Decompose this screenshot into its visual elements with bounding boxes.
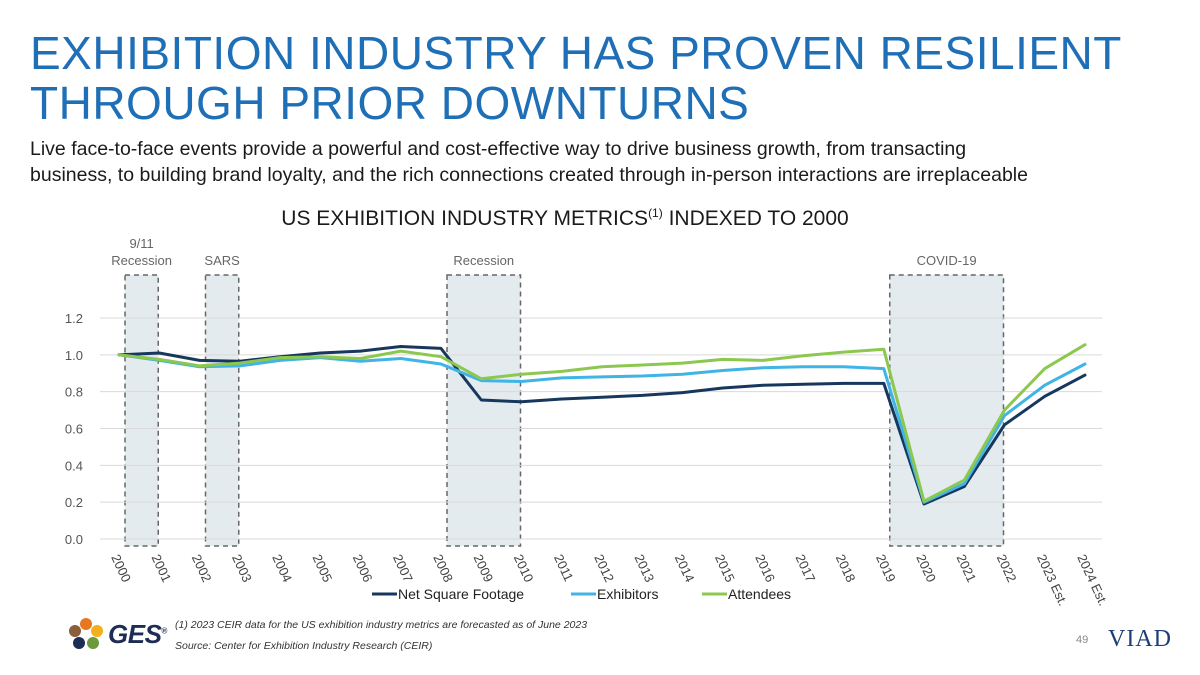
- subtitle-line-1: Live face-to-face events provide a power…: [30, 138, 967, 160]
- y-tick-label: 0.6: [65, 422, 83, 437]
- ges-logo: GES®: [66, 616, 167, 652]
- x-tick-label: 2016: [752, 552, 778, 585]
- shaded-period-2: [446, 274, 522, 547]
- y-tick-label: 0.4: [65, 458, 83, 473]
- title-line-2: THROUGH PRIOR DOWNTURNS: [30, 77, 750, 129]
- shaded-period-3: [889, 274, 1005, 547]
- x-tick-label: 2020: [913, 552, 939, 585]
- chart-title-main: US EXHIBITION INDUSTRY METRICS: [281, 207, 649, 230]
- y-tick-label: 1.0: [65, 348, 83, 363]
- footnote: (1) 2023 CEIR data for the US exhibition…: [175, 619, 588, 631]
- x-tick-label: 2010: [511, 552, 537, 585]
- x-tick-label: 2004: [269, 552, 295, 585]
- source-note: Source: Center for Exhibition Industry R…: [175, 640, 433, 652]
- x-tick-label: 2024 Est.: [1074, 552, 1111, 608]
- shaded-period-label-0: 9/11 Recession: [111, 236, 172, 268]
- y-tick-label: 1.2: [65, 311, 83, 326]
- x-tick-label: 2003: [229, 552, 255, 585]
- x-tick-label: 2022: [994, 552, 1020, 585]
- x-tick-label: 2002: [189, 552, 215, 585]
- x-tick-label: 2019: [873, 552, 899, 585]
- shaded-period-label-3: COVID-19: [917, 253, 977, 268]
- x-tick-label: 2005: [310, 552, 336, 585]
- title-line-1: EXHIBITION INDUSTRY HAS PROVEN RESILIENT: [30, 27, 1122, 79]
- x-tick-label: 2008: [430, 552, 456, 585]
- ges-logo-text: GES®: [108, 619, 167, 650]
- x-tick-label: 2011: [551, 552, 576, 584]
- x-tick-label: 2018: [833, 552, 859, 585]
- viad-logo: VIAD: [1108, 626, 1172, 652]
- x-tick-label: 2014: [672, 552, 698, 585]
- x-tick-label: 2001: [149, 552, 175, 585]
- chart-title: US EXHIBITION INDUSTRY METRICS(1) INDEXE…: [0, 206, 1130, 231]
- shaded-period-1: [204, 274, 240, 547]
- legend-label-2: Attendees: [728, 586, 791, 602]
- legend-label-1: Exhibitors: [597, 586, 658, 602]
- x-tick-label: 2013: [632, 552, 658, 585]
- y-tick-label: 0.2: [65, 495, 83, 510]
- x-tick-label: 2015: [712, 552, 738, 585]
- ges-registered-mark: ®: [161, 626, 167, 636]
- x-tick-label: 2009: [471, 552, 497, 585]
- series-line-attendees: [117, 343, 1087, 503]
- x-tick-label: 2012: [591, 552, 617, 585]
- shaded-period-label-2: Recession: [453, 253, 514, 268]
- shaded-period-label-1: SARS: [204, 253, 240, 268]
- slide-title: EXHIBITION INDUSTRY HAS PROVEN RESILIENT…: [30, 28, 1130, 128]
- ges-logo-name: GES: [108, 619, 162, 649]
- x-tick-label: 2007: [390, 552, 416, 585]
- x-tick-label: 2021: [954, 552, 980, 585]
- shaded-period-0: [124, 274, 159, 547]
- slide-subtitle: Live face-to-face events provide a power…: [30, 136, 1150, 188]
- x-tick-label: 2017: [793, 552, 819, 585]
- page-number: 49: [1076, 634, 1089, 646]
- y-tick-label: 0.8: [65, 385, 83, 400]
- legend-label-0: Net Square Footage: [398, 586, 524, 602]
- chart-title-tail: INDEXED TO 2000: [662, 207, 849, 230]
- y-tick-label: 0.0: [65, 532, 83, 547]
- subtitle-line-2: business, to building brand loyalty, and…: [30, 164, 1028, 186]
- x-tick-label: 2023 Est.: [1034, 552, 1071, 608]
- ges-logo-mark-icon: [69, 618, 103, 649]
- x-tick-label: 2000: [108, 552, 134, 585]
- chart-title-footnote-marker: (1): [648, 206, 663, 220]
- x-tick-label: 2006: [350, 552, 376, 585]
